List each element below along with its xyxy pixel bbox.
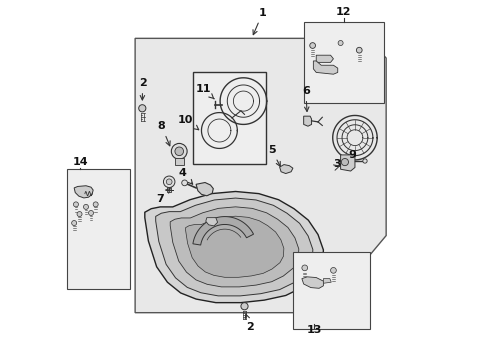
Text: 1: 1 (252, 8, 266, 35)
Circle shape (241, 303, 247, 310)
Polygon shape (340, 155, 354, 171)
Bar (67, 169, 129, 289)
Circle shape (73, 202, 78, 207)
Circle shape (166, 179, 172, 185)
Text: 7: 7 (156, 188, 170, 203)
Text: 8: 8 (158, 121, 170, 146)
Text: 2: 2 (139, 78, 146, 100)
Polygon shape (279, 165, 292, 174)
Circle shape (83, 204, 88, 210)
Circle shape (341, 158, 348, 166)
Polygon shape (155, 198, 312, 296)
Bar (167, 187, 171, 192)
Text: 4: 4 (179, 168, 192, 184)
Circle shape (301, 265, 307, 271)
Polygon shape (144, 192, 323, 303)
Bar (303, 22, 384, 103)
Circle shape (362, 159, 366, 163)
Text: 2: 2 (244, 314, 254, 332)
Text: 12: 12 (335, 7, 351, 17)
Circle shape (356, 47, 362, 53)
Circle shape (337, 41, 343, 45)
Text: 14: 14 (72, 157, 88, 167)
Polygon shape (135, 39, 386, 313)
Circle shape (330, 267, 336, 273)
Circle shape (139, 105, 145, 112)
Polygon shape (303, 116, 311, 126)
Circle shape (163, 176, 175, 188)
Polygon shape (185, 216, 283, 277)
Polygon shape (301, 277, 323, 288)
Bar (175, 158, 183, 165)
Circle shape (77, 212, 82, 217)
Polygon shape (74, 186, 93, 198)
Polygon shape (192, 217, 253, 245)
Polygon shape (205, 218, 217, 226)
Bar (192, 72, 265, 164)
Polygon shape (313, 61, 337, 74)
Polygon shape (323, 279, 330, 283)
Text: 11: 11 (195, 84, 214, 99)
Bar (292, 252, 369, 329)
Circle shape (175, 147, 183, 156)
Circle shape (93, 202, 98, 207)
Text: 6: 6 (301, 86, 309, 112)
Text: 5: 5 (267, 145, 280, 166)
Circle shape (309, 42, 315, 48)
Text: 10: 10 (178, 114, 198, 130)
Polygon shape (196, 183, 213, 196)
Circle shape (182, 180, 187, 186)
Circle shape (72, 221, 77, 226)
Circle shape (171, 143, 187, 159)
Text: 3: 3 (333, 159, 340, 170)
Text: 9: 9 (348, 150, 356, 161)
Polygon shape (316, 55, 333, 62)
Text: 13: 13 (306, 325, 321, 335)
Circle shape (88, 211, 93, 216)
Polygon shape (170, 207, 298, 287)
